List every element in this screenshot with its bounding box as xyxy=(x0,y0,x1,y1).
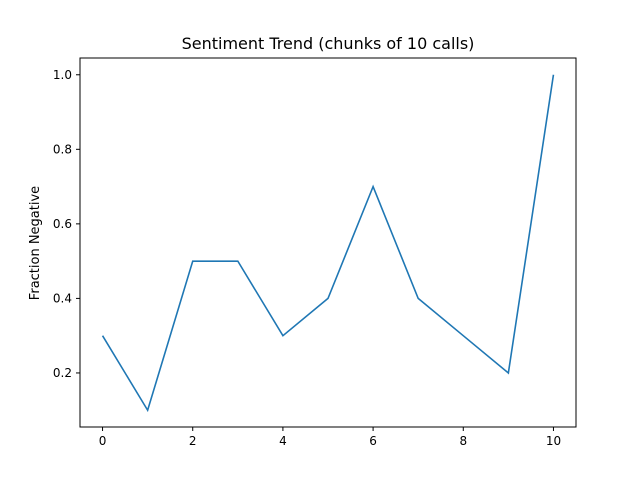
y-tick-label: 0.6 xyxy=(53,217,72,231)
series-line xyxy=(101,74,555,413)
x-tick-label: 10 xyxy=(546,434,561,448)
x-tick-label: 6 xyxy=(369,434,377,448)
y-tick-label: 0.4 xyxy=(53,291,72,305)
y-tick-label: 0.8 xyxy=(53,142,72,156)
y-axis-label: Fraction Negative xyxy=(28,186,43,300)
x-tick-label: 8 xyxy=(459,434,467,448)
chart-title: Sentiment Trend (chunks of 10 calls) xyxy=(182,34,475,53)
x-tick-label: 4 xyxy=(279,434,287,448)
y-tick-label: 0.2 xyxy=(53,366,72,380)
y-tick-label: 1.0 xyxy=(53,68,72,82)
axes-frame xyxy=(79,57,577,428)
series-layer xyxy=(101,74,555,413)
plot-area xyxy=(79,57,577,428)
x-tick-label: 2 xyxy=(189,434,197,448)
x-axis-ticks: 0 2 4 6 8 10 xyxy=(99,427,561,448)
y-axis-ticks: 0.2 0.4 0.6 0.8 1.0 xyxy=(53,68,80,380)
x-tick-label: 0 xyxy=(99,434,107,448)
